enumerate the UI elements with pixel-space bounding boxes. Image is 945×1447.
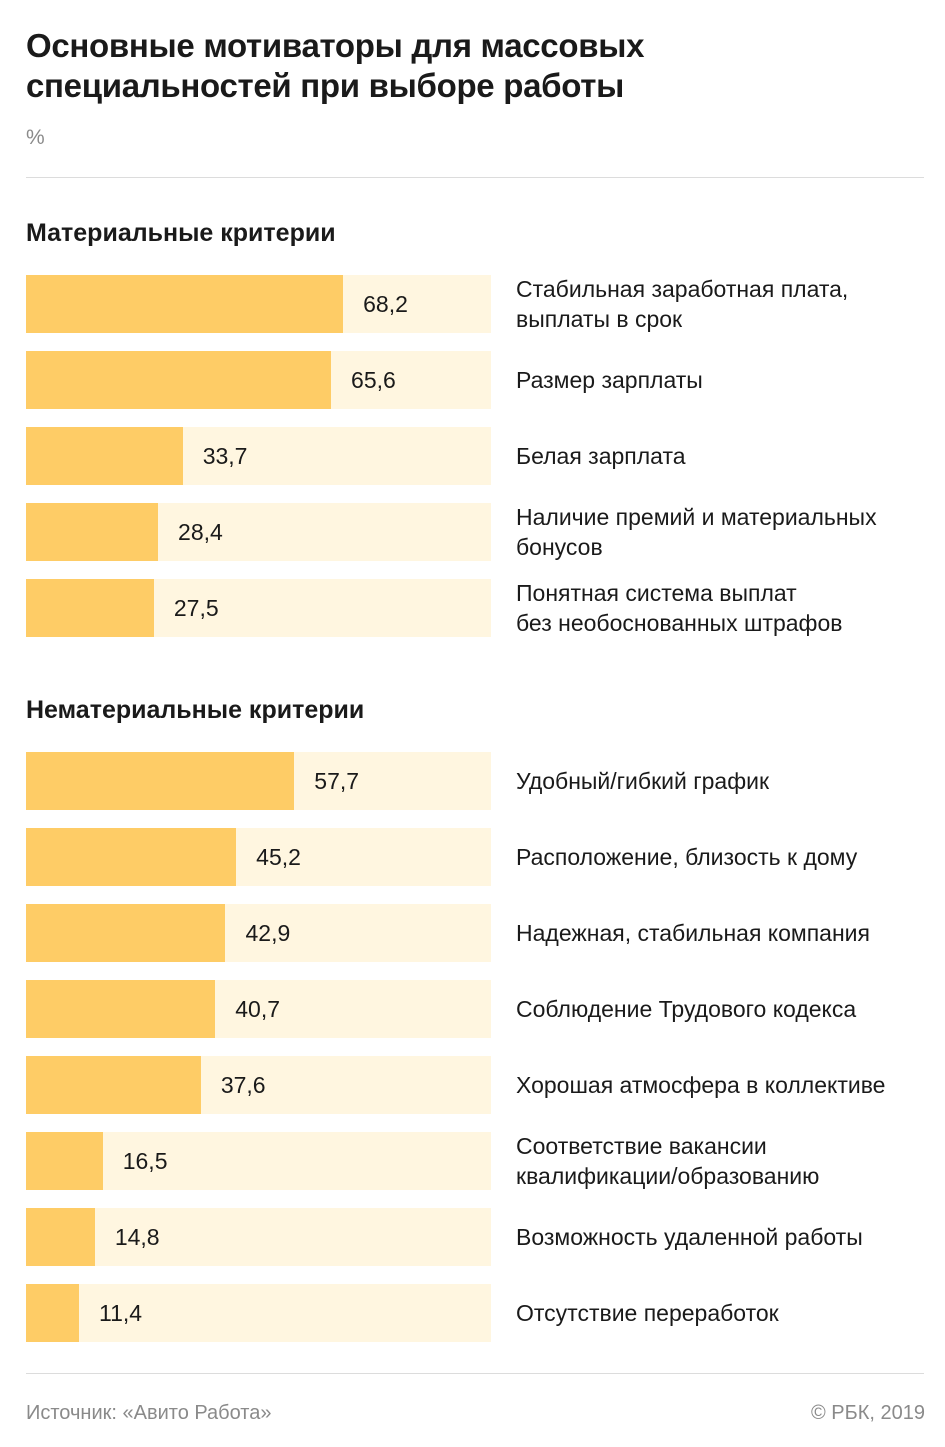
bar-value-label: 45,2 — [256, 844, 301, 870]
bar-value-label: 14,8 — [114, 1224, 160, 1250]
bar-row: 16,5 Соответствие вакансии квалификации/о… — [26, 1132, 924, 1190]
bar-value-label: 65,6 — [351, 367, 396, 393]
category-label: Хорошая атмосфера в коллективе — [516, 1072, 886, 1098]
bar — [26, 1056, 201, 1114]
bar — [26, 828, 237, 886]
category-label: Наличие премий и материальных бонусов — [516, 504, 877, 560]
bar-row: 57,7 Удобный/гибкий график — [26, 752, 924, 810]
bar — [26, 904, 226, 962]
bar — [26, 1284, 79, 1342]
chart-title: Основные мотиваторы для массовых специал… — [26, 27, 645, 104]
source-note: Источник: «Авито Работа» — [26, 1402, 272, 1424]
category-label: Белая зарплата — [516, 443, 686, 469]
unit-label: % — [26, 126, 45, 149]
bar — [26, 1132, 103, 1190]
top-divider — [26, 177, 924, 178]
copyright: © РБК, 2019 — [810, 1402, 925, 1424]
category-label: Отсутствие переработок — [516, 1300, 779, 1326]
bar — [26, 752, 295, 810]
section-title-nonmaterial: Нематериальные критерии — [26, 696, 365, 724]
bottom-divider — [26, 1373, 924, 1374]
bar-row: 40,7 Соблюдение Трудового кодекса — [26, 980, 924, 1038]
bar-row: 37,6 Хорошая атмосфера в коллективе — [26, 1056, 924, 1114]
bar-value-label: 16,5 — [122, 1148, 168, 1174]
bar-value-label: 28,4 — [178, 519, 223, 545]
bar — [26, 579, 154, 637]
bar-row: 11,4 Отсутствие переработок — [26, 1284, 924, 1342]
bar-row: 27,5 Понятная система выплат без необосно… — [26, 579, 924, 637]
bar — [26, 427, 183, 485]
bar-track — [26, 1284, 491, 1342]
bar-value-label: 42,9 — [245, 920, 291, 946]
category-label: Размер зарплаты — [516, 367, 703, 393]
category-label: Возможность удаленной работы — [516, 1224, 863, 1250]
bar-row: 42,9 Надежная, стабильная компания — [26, 904, 924, 962]
bar — [26, 351, 332, 409]
bar-row: 68,2 Стабильная заработная плата, выплаты… — [26, 275, 924, 333]
category-label: Понятная система выплат без необоснованн… — [516, 580, 843, 636]
category-label: Стабильная заработная плата, выплаты в с… — [516, 276, 849, 332]
bar-row: 33,7 Белая зарплата — [26, 427, 924, 485]
bar-row: 65,6 Размер зарплаты — [26, 351, 924, 409]
bar-value-label: 27,5 — [173, 595, 219, 621]
bar-value-label: 33,7 — [202, 443, 248, 469]
bar-value-label: 11,4 — [99, 1300, 143, 1326]
section-title-material: Материальные критерии — [26, 219, 336, 247]
category-label: Удобный/гибкий график — [516, 768, 770, 794]
bar-row: 45,2 Расположение, близость к дому — [26, 828, 924, 886]
bar-track — [26, 1132, 491, 1190]
bar-value-label: 68,2 — [363, 291, 408, 317]
bar — [26, 503, 159, 561]
bar — [26, 980, 216, 1038]
bar-value-label: 37,6 — [220, 1072, 266, 1098]
bar-value-label: 40,7 — [235, 996, 281, 1022]
bar-track — [26, 1208, 491, 1266]
category-label: Расположение, близость к дому — [516, 844, 858, 870]
category-label: Соответствие вакансии квалификации/образ… — [516, 1133, 820, 1189]
bar — [26, 1208, 95, 1266]
bar-row: 28,4 Наличие премий и материальных бонусо… — [26, 503, 924, 561]
category-label: Надежная, стабильная компания — [516, 920, 870, 946]
bar-row: 14,8 Возможность удаленной работы — [26, 1208, 924, 1266]
bar-value-label: 57,7 — [314, 768, 360, 794]
bar — [26, 275, 344, 333]
category-label: Соблюдение Трудового кодекса — [516, 996, 857, 1022]
